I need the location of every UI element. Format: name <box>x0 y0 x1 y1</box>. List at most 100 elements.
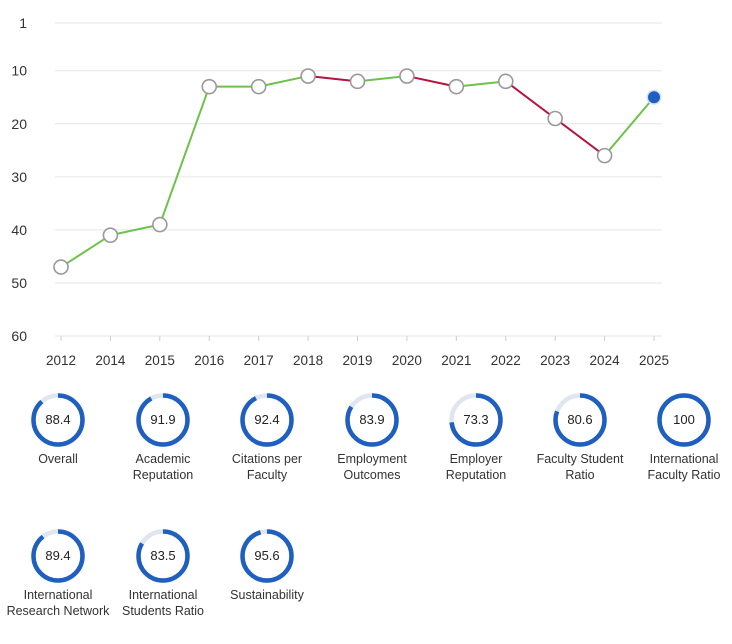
y-tick-label: 1 <box>19 15 27 31</box>
data-point <box>349 73 366 90</box>
data-point <box>201 78 218 95</box>
metric-label: Sustainability <box>230 588 304 602</box>
gauge-fill <box>136 529 190 583</box>
data-point <box>250 78 267 95</box>
gauge-fill <box>31 393 85 447</box>
x-tick-label: 2019 <box>342 353 372 368</box>
metric-label: International Students Ratio <box>122 588 204 618</box>
gauge-value: 92.4 <box>254 412 280 427</box>
metric-label: International Faculty Ratio <box>647 452 721 482</box>
score-gauge: 89.4 <box>30 528 86 584</box>
gauge-value: 89.4 <box>45 548 71 563</box>
metric-label: Academic Reputation <box>132 452 194 482</box>
score-gauge: 83.5 <box>135 528 191 584</box>
y-tick-label: 10 <box>11 63 27 79</box>
gauge-ring <box>449 393 503 447</box>
current-point <box>648 91 660 104</box>
gauge-ring <box>136 393 190 447</box>
x-tick-label: 2018 <box>293 353 323 368</box>
data-point <box>53 259 69 275</box>
x-tick-label: 2022 <box>491 353 521 368</box>
series-segment <box>258 75 309 88</box>
data-point <box>547 110 563 127</box>
gauge-fill <box>240 529 294 583</box>
metric-card: 100 International Faculty Ratio <box>632 392 732 483</box>
gauge-ring <box>345 393 399 447</box>
data-point <box>399 68 415 84</box>
series-segment <box>110 223 161 237</box>
series-segment <box>158 86 211 225</box>
x-tick-label: 2016 <box>194 353 224 368</box>
x-tick-label: 2024 <box>590 353 621 368</box>
metric-card: 83.9 Employment Outcomes <box>320 392 424 483</box>
score-gauge: 80.6 <box>552 392 608 448</box>
y-tick-label: 30 <box>11 169 27 185</box>
data-point <box>596 147 613 164</box>
gauge-ring <box>31 529 85 583</box>
metric-label: Faculty Student Ratio <box>536 452 624 482</box>
x-tick-label: 2017 <box>244 353 274 368</box>
metric-label: Employer Reputation <box>445 452 507 482</box>
gauge-ring <box>136 529 190 583</box>
score-gauge: 88.4 <box>30 392 86 448</box>
data-point <box>300 68 316 84</box>
metric-card: 89.4 International Research Network <box>6 528 110 619</box>
metric-label: International Research Network <box>6 588 110 618</box>
gauge-ring <box>240 393 294 447</box>
x-tick-label: 2025 <box>639 353 669 368</box>
x-tick-label: 2012 <box>46 353 76 368</box>
score-gauge: 91.9 <box>135 392 191 448</box>
gauge-value: 88.4 <box>45 412 71 427</box>
metric-label: Citations per Faculty <box>231 452 303 482</box>
metric-card: 88.4 Overall <box>6 392 110 467</box>
metric-card: 83.5 International Students Ratio <box>111 528 215 619</box>
metric-card: 80.6 Faculty Student Ratio <box>528 392 632 483</box>
data-point <box>152 216 168 233</box>
gauge-ring <box>240 529 294 583</box>
x-tick-label: 2021 <box>441 353 471 368</box>
series-segment <box>603 96 655 157</box>
series-segment <box>357 75 408 83</box>
score-gauge: 92.4 <box>239 392 295 448</box>
gauge-fill <box>31 529 85 583</box>
score-gauge: 83.9 <box>344 392 400 448</box>
x-tick-label: 2020 <box>392 353 422 368</box>
metric-card: 73.3 Employer Reputation <box>424 392 528 483</box>
y-tick-label: 20 <box>11 116 27 132</box>
gauge-fill <box>136 393 190 447</box>
series-segment <box>307 75 358 83</box>
metric-label: Employment Outcomes <box>337 452 407 482</box>
gauge-value: 91.9 <box>150 412 176 427</box>
x-tick-label: 2014 <box>95 353 126 368</box>
y-tick-label: 60 <box>11 328 27 344</box>
x-tick-label: 2015 <box>145 353 175 368</box>
gauge-value: 80.6 <box>567 412 593 427</box>
series-segment <box>505 80 556 120</box>
gauge-ring <box>553 393 607 447</box>
series-segment <box>456 80 506 88</box>
gauge-fill <box>449 393 503 447</box>
gauge-value: 95.6 <box>254 548 280 563</box>
data-point <box>497 73 514 90</box>
x-tick-label: 2023 <box>540 353 570 368</box>
metric-card: 95.6 Sustainability <box>215 528 319 603</box>
metric-label: Overall <box>38 452 78 466</box>
gauge-value: 100 <box>673 412 695 427</box>
gauge-ring <box>657 393 711 447</box>
score-gauge: 95.6 <box>239 528 295 584</box>
gauge-fill <box>240 393 294 447</box>
gauge-ring <box>31 393 85 447</box>
metric-card: 91.9 Academic Reputation <box>111 392 215 483</box>
rank-line-chart: 1 10 20 30 40 50 60 2012 2014 2015 2016 2017 2018 201… <box>11 15 669 368</box>
gauge-fill <box>657 393 711 447</box>
gauge-value: 73.3 <box>463 412 489 427</box>
gauge-fill <box>345 393 399 447</box>
data-point <box>448 78 465 95</box>
gauge-value: 83.5 <box>150 548 176 563</box>
y-tick-label: 40 <box>11 222 27 238</box>
data-point <box>102 227 119 244</box>
metric-card: 92.4 Citations per Faculty <box>215 392 319 483</box>
series-segment <box>60 234 111 268</box>
gauge-value: 83.9 <box>359 412 385 427</box>
score-gauge: 73.3 <box>448 392 504 448</box>
